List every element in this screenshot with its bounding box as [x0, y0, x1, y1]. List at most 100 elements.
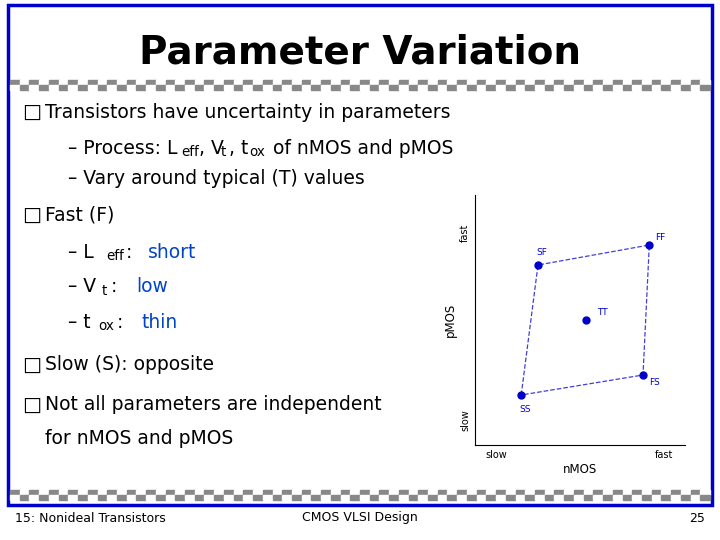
Bar [399, 85, 409, 90]
Bar [516, 495, 526, 500]
Bar [224, 495, 233, 500]
Bar [243, 490, 253, 495]
Bar [487, 85, 496, 90]
Bar [535, 490, 545, 495]
Bar [593, 80, 603, 85]
Bar [302, 490, 311, 495]
Bar [282, 495, 292, 500]
Bar [30, 85, 39, 90]
Bar [272, 490, 282, 495]
Bar [390, 490, 399, 495]
Bar [360, 495, 370, 500]
Bar [487, 80, 496, 85]
Text: eff: eff [181, 145, 199, 159]
Bar [321, 495, 330, 500]
Bar [350, 495, 360, 500]
Bar [428, 490, 438, 495]
Bar [19, 490, 30, 495]
Bar [58, 85, 68, 90]
Bar [457, 490, 467, 495]
Bar [496, 490, 506, 495]
Bar [690, 85, 701, 90]
Bar [370, 85, 379, 90]
Bar [97, 490, 107, 495]
Bar [263, 490, 272, 495]
Bar [448, 80, 457, 85]
Bar [418, 495, 428, 500]
Bar [370, 495, 379, 500]
Bar [671, 495, 681, 500]
Bar [117, 80, 127, 85]
Bar [330, 80, 341, 85]
Bar [321, 490, 330, 495]
Bar [19, 80, 30, 85]
Bar [428, 80, 438, 85]
Text: Transistors have uncertainty in parameters: Transistors have uncertainty in paramete… [45, 103, 451, 122]
Bar [632, 495, 642, 500]
Text: □: □ [22, 103, 41, 122]
Bar [370, 490, 379, 495]
Bar [603, 80, 613, 85]
Bar [146, 495, 156, 500]
Bar [243, 495, 253, 500]
Bar [97, 495, 107, 500]
Bar [302, 80, 311, 85]
Bar [535, 495, 545, 500]
Text: short: short [148, 242, 197, 261]
Bar [467, 85, 477, 90]
Bar [593, 85, 603, 90]
Bar [642, 80, 652, 85]
Bar [214, 495, 224, 500]
Bar [409, 80, 418, 85]
Bar [350, 85, 360, 90]
Bar [10, 495, 19, 500]
Bar [516, 80, 526, 85]
Bar [623, 80, 632, 85]
Bar [652, 495, 662, 500]
Bar [526, 80, 535, 85]
Bar [613, 490, 623, 495]
Bar [409, 490, 418, 495]
Bar [214, 85, 224, 90]
Bar [39, 495, 49, 500]
Bar [88, 495, 97, 500]
Bar [477, 85, 487, 90]
Bar [166, 495, 175, 500]
Bar [166, 80, 175, 85]
Bar [330, 85, 341, 90]
Bar [574, 80, 584, 85]
Bar [642, 495, 652, 500]
Bar [302, 85, 311, 90]
Text: eff: eff [106, 249, 124, 263]
Bar [681, 80, 690, 85]
Bar [341, 490, 350, 495]
Bar [379, 85, 390, 90]
Bar [272, 80, 282, 85]
Bar [30, 495, 39, 500]
Bar [409, 495, 418, 500]
Bar [341, 85, 350, 90]
Bar [341, 495, 350, 500]
Bar [584, 490, 593, 495]
Bar [58, 490, 68, 495]
Bar [603, 490, 613, 495]
Bar [662, 495, 671, 500]
Bar [292, 490, 302, 495]
Bar [263, 85, 272, 90]
Bar [603, 85, 613, 90]
Text: □: □ [22, 395, 41, 415]
Bar [136, 85, 146, 90]
Bar [19, 495, 30, 500]
Bar [613, 85, 623, 90]
Bar [311, 85, 321, 90]
Bar [506, 85, 516, 90]
Bar [399, 490, 409, 495]
Text: □: □ [22, 206, 41, 225]
Bar [282, 85, 292, 90]
Bar [564, 80, 574, 85]
Bar [272, 85, 282, 90]
Text: Not all parameters are independent: Not all parameters are independent [45, 395, 382, 415]
Bar [652, 80, 662, 85]
Bar [477, 490, 487, 495]
Bar [204, 490, 214, 495]
